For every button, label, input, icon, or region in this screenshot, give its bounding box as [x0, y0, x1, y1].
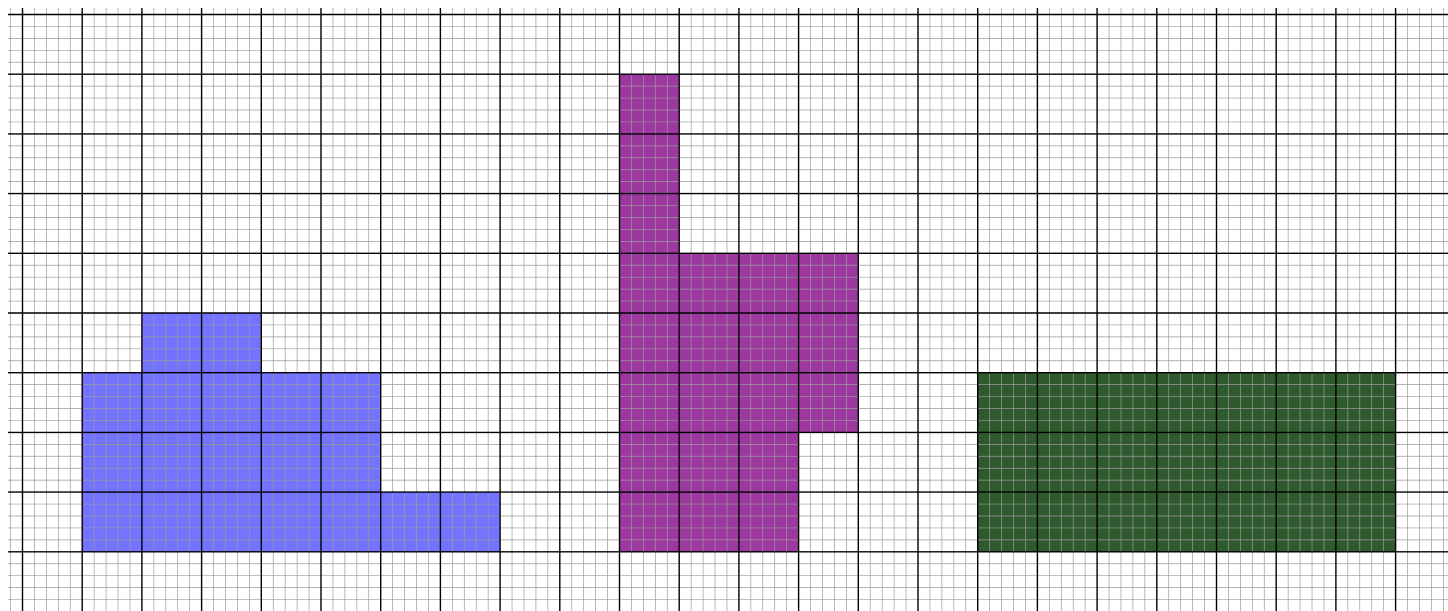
blue-shape-cell	[321, 492, 381, 552]
blue-shape-cell	[201, 492, 262, 552]
green-shape-cell	[1216, 492, 1277, 552]
purple-shape-cell	[738, 492, 799, 552]
green-shape-cell	[1216, 432, 1277, 493]
purple-shape-cell	[619, 74, 680, 134]
blue-shape-cell	[141, 492, 202, 552]
purple-shape-cell	[798, 253, 859, 313]
green-shape	[977, 372, 1396, 552]
green-shape-cell	[977, 432, 1038, 493]
blue-shape-cell	[261, 492, 321, 552]
purple-shape-cell	[679, 372, 739, 433]
purple-shape-cell	[619, 253, 680, 313]
green-shape-cell	[1276, 492, 1336, 552]
purple-shape-cell	[619, 193, 680, 254]
purple-shape-cell	[679, 253, 739, 313]
green-shape-cell	[1335, 372, 1396, 433]
green-shape-cell	[1156, 432, 1217, 493]
purple-shape	[619, 74, 859, 552]
green-shape-cell	[1097, 432, 1157, 493]
green-shape-cell	[1097, 372, 1157, 433]
blue-shape-cell	[321, 372, 381, 433]
blue-shape-cell	[141, 372, 202, 433]
green-shape-cell	[1335, 432, 1396, 493]
major-grid	[8, 8, 1448, 611]
purple-shape-cell	[619, 133, 680, 194]
purple-shape-cell	[679, 492, 739, 552]
purple-shape-cell	[798, 372, 859, 433]
blue-shape-cell	[141, 432, 202, 493]
purple-shape-cell	[679, 313, 739, 373]
purple-shape-cell	[738, 313, 799, 373]
purple-shape-cell	[798, 313, 859, 373]
blue-shape-cell	[201, 432, 262, 493]
shapes-layer	[82, 74, 1396, 552]
purple-shape-cell	[619, 313, 680, 373]
blue-shape-cell	[440, 492, 501, 552]
purple-shape-cell	[619, 492, 680, 552]
purple-shape-cell	[738, 432, 799, 493]
green-shape-cell	[1037, 432, 1098, 493]
green-shape-cell	[1037, 372, 1098, 433]
blue-shape-cell	[380, 492, 441, 552]
green-shape-cell	[977, 372, 1038, 433]
green-shape-cell	[1156, 372, 1217, 433]
purple-shape-cell	[738, 253, 799, 313]
blue-shape-cell	[261, 372, 321, 433]
blue-shape-cell	[82, 492, 142, 552]
blue-shape-cell	[201, 372, 262, 433]
green-shape-cell	[1335, 492, 1396, 552]
green-shape-cell	[1097, 492, 1157, 552]
blue-shape	[82, 313, 501, 552]
blue-shape-cell	[82, 432, 142, 493]
green-shape-cell	[977, 492, 1038, 552]
green-shape-cell	[1216, 372, 1277, 433]
blue-shape-cell	[82, 372, 142, 433]
green-shape-cell	[1276, 432, 1336, 493]
purple-shape-cell	[619, 432, 680, 493]
green-shape-cell	[1037, 492, 1098, 552]
blue-shape-cell	[261, 432, 321, 493]
green-shape-cell	[1276, 372, 1336, 433]
purple-shape-cell	[679, 432, 739, 493]
green-shape-cell	[1156, 492, 1217, 552]
blue-shape-cell	[201, 313, 262, 373]
blue-shape-cell	[141, 313, 202, 373]
blue-shape-cell	[321, 432, 381, 493]
minor-grid	[8, 8, 1448, 611]
purple-shape-cell	[738, 372, 799, 433]
purple-shape-cell	[619, 372, 680, 433]
